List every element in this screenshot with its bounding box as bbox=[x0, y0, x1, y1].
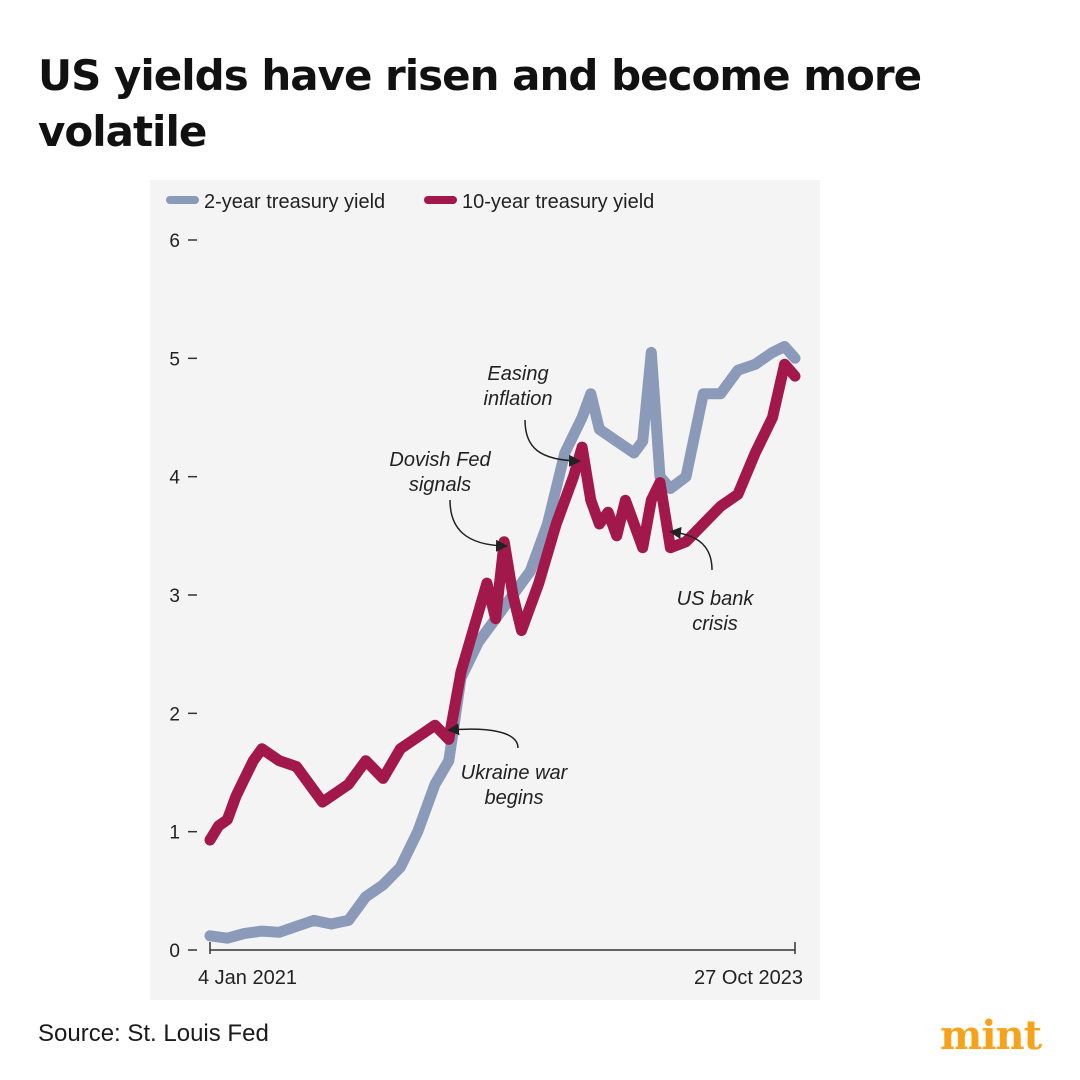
y-tick-label: 6 bbox=[169, 231, 180, 252]
mint-logo[interactable]: mint bbox=[940, 1012, 1042, 1059]
series-line-2-year bbox=[204, 341, 801, 944]
annotation-label: US bank bbox=[677, 588, 755, 610]
annotation-label: inflation bbox=[484, 388, 553, 410]
y-axis: 0 1 2 3 4 5 6 bbox=[169, 231, 197, 962]
annotation-label: Dovish Fed bbox=[389, 449, 491, 471]
y-tick-label: 0 bbox=[169, 941, 180, 962]
legend-label-2-year: 2-year treasury yield bbox=[204, 191, 385, 213]
y-tick-label: 3 bbox=[169, 586, 180, 607]
y-tick-label: 1 bbox=[169, 823, 180, 844]
x-tick-label: 4 Jan 2021 bbox=[198, 967, 297, 989]
legend-label-10-year: 10-year treasury yield bbox=[462, 191, 654, 213]
chart-title: US yields have risen and become more vol… bbox=[38, 51, 922, 156]
y-tick-label: 4 bbox=[169, 468, 180, 489]
annotation-arrow bbox=[449, 499, 508, 552]
annotation-label: Easing bbox=[487, 363, 548, 385]
annotation-arrow bbox=[669, 526, 713, 571]
x-axis: 4 Jan 2021 27 Oct 2023 bbox=[198, 942, 803, 989]
annotation-arrow bbox=[447, 723, 519, 749]
annotation-label: crisis bbox=[692, 613, 738, 635]
annotation-layer: Easing inflation Dovish Fed signals US bank c… bbox=[389, 363, 754, 809]
annotation-label: Ukraine war bbox=[461, 762, 569, 784]
x-tick-label: 27 Oct 2023 bbox=[694, 967, 803, 989]
chart-legend: 2-year treasury yield 10-year treasury y… bbox=[166, 191, 654, 213]
annotation-label: signals bbox=[409, 474, 471, 496]
annotation-arrow bbox=[524, 419, 581, 467]
y-tick-label: 5 bbox=[169, 349, 180, 370]
source-note: Source: St. Louis Fed bbox=[38, 1020, 269, 1047]
chart-panel: 2-year treasury yield 10-year treasury y… bbox=[150, 180, 820, 1000]
line-chart: 2-year treasury yield 10-year treasury y… bbox=[166, 191, 803, 989]
series-layer bbox=[204, 341, 801, 944]
y-tick-label: 2 bbox=[169, 704, 180, 725]
annotation-label: begins bbox=[485, 787, 544, 809]
